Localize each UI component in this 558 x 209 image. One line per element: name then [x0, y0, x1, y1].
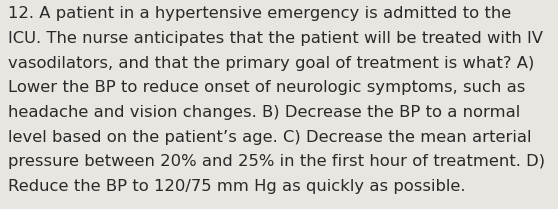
Text: vasodilators, and that the primary goal of treatment is what? A): vasodilators, and that the primary goal …: [8, 56, 535, 71]
Text: 12. A patient in a hypertensive emergency is admitted to the: 12. A patient in a hypertensive emergenc…: [8, 6, 512, 21]
Text: headache and vision changes. B) Decrease the BP to a normal: headache and vision changes. B) Decrease…: [8, 105, 521, 120]
Text: level based on the patient’s age. C) Decrease the mean arterial: level based on the patient’s age. C) Dec…: [8, 130, 532, 145]
Text: ICU. The nurse anticipates that the patient will be treated with IV: ICU. The nurse anticipates that the pati…: [8, 31, 543, 46]
Text: Lower the BP to reduce onset of neurologic symptoms, such as: Lower the BP to reduce onset of neurolog…: [8, 80, 526, 95]
Text: Reduce the BP to 120/75 mm Hg as quickly as possible.: Reduce the BP to 120/75 mm Hg as quickly…: [8, 179, 466, 194]
Text: pressure between 20% and 25% in the first hour of treatment. D): pressure between 20% and 25% in the firs…: [8, 154, 546, 169]
